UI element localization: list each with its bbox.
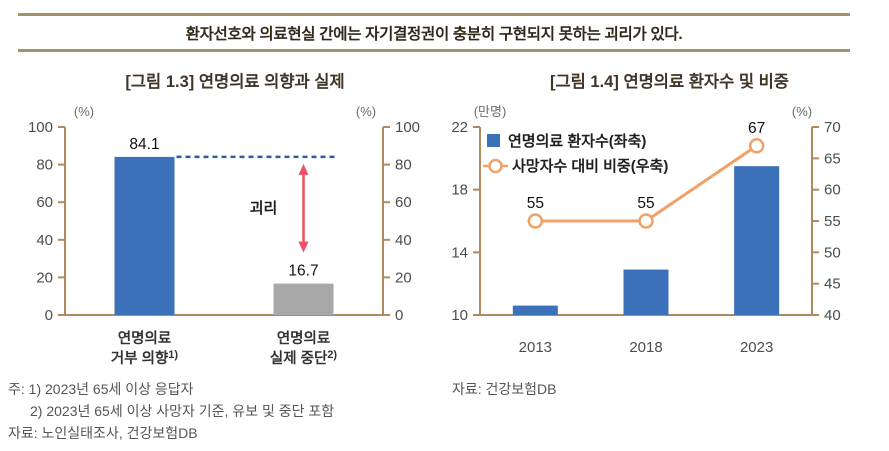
figure-1-4-title: [그림 1.4] 연명의료 환자수 및 비중 — [549, 73, 789, 91]
line-marker — [527, 213, 544, 229]
y-axis-tick-label: 0 — [45, 307, 53, 324]
y-axis-tick-label: 80 — [36, 157, 53, 174]
gap-arrow-head-up — [298, 163, 309, 175]
patients-and-share-chart-canvas: 10 14 18 22 40 45 50 55 60 65 70 (만명) (%) 55 55 67 2013 2… — [451, 104, 841, 356]
source-note-left: 자료: 노인실태조사, 건강보험DB — [8, 425, 198, 441]
axis-unit-left: (만명) — [474, 104, 507, 119]
y-axis-tick-label: 65 — [824, 150, 841, 167]
x-category-label: 연명의료 — [118, 329, 171, 347]
y-axis-tick-label: 70 — [824, 119, 841, 136]
source-note-right: 자료: 건강보험DB — [452, 381, 557, 397]
gap-label: 괴리 — [250, 200, 278, 217]
x-category-label: 2023 — [740, 339, 773, 356]
bar — [114, 156, 175, 315]
y-axis-tick-label: 22 — [451, 119, 468, 136]
y-axis-tick-label: 10 — [451, 307, 468, 324]
y-axis-tick-label: 55 — [824, 213, 841, 230]
legend-bar-label: 연명의료 환자수(좌축) — [508, 132, 646, 150]
y-axis-tick-label: 80 — [395, 157, 412, 174]
bar-value-label: 16.7 — [288, 263, 318, 280]
right-chart-source: 자료: 건강보험DB — [452, 378, 557, 400]
bar — [512, 305, 558, 315]
legend-line-label: 사망자수 대비 비중(우축) — [512, 157, 668, 175]
y-axis-tick-label: 40 — [395, 232, 412, 249]
line-value-label: 55 — [527, 195, 544, 212]
y-axis-tick-label: 100 — [28, 119, 53, 136]
gap-arrow-head-down — [298, 241, 309, 253]
y-axis-tick-label: 40 — [36, 232, 53, 249]
y-axis-tick-label: 100 — [395, 119, 420, 136]
header-band: 환자선호와 의료현실 간에는 자기결정권이 충분히 구현되지 못하는 괴리가 있… — [18, 13, 850, 52]
left-chart-notes: 주: 1) 2023년 65세 이상 응답자 2) 2023년 65세 이상 사… — [8, 378, 334, 444]
line-value-label: 55 — [637, 195, 654, 212]
legend-marker-swatch — [488, 158, 503, 174]
x-category-label: 거부 의향1) — [111, 349, 179, 367]
y-axis-tick-label: 60 — [824, 182, 841, 199]
axis-unit-right: (%) — [356, 104, 376, 119]
bar — [734, 166, 780, 315]
line-value-label: 67 — [748, 120, 765, 137]
axis-unit-right: (%) — [792, 104, 812, 119]
x-category-label: 2018 — [629, 339, 662, 356]
page-title: 환자선호와 의료현실 간에는 자기결정권이 충분히 구현되지 못하는 괴리가 있… — [185, 25, 683, 43]
y-axis-tick-label: 20 — [36, 269, 53, 286]
legend-bar-swatch — [487, 134, 500, 147]
axis-unit-left: (%) — [74, 104, 94, 119]
y-axis-tick-label: 60 — [36, 194, 53, 211]
y-axis-tick-label: 20 — [395, 269, 412, 286]
note-line-2: 2) 2023년 65세 이상 사망자 기준, 유보 및 중단 포함 — [30, 403, 335, 419]
note-line-1: 주: 1) 2023년 65세 이상 응답자 — [8, 381, 194, 397]
y-axis-tick-label: 45 — [824, 276, 841, 293]
y-axis-tick-label: 50 — [824, 244, 841, 261]
x-category-label: 2013 — [519, 339, 552, 356]
y-axis-tick-label: 60 — [395, 194, 412, 211]
y-axis-tick-label: 18 — [451, 182, 468, 199]
intention-vs-actual-chart-canvas: 0 20 40 60 80 100 0 20 40 60 80 100 (%) (%) 84.1 16.7 괴리… — [28, 104, 420, 367]
line-marker — [748, 138, 765, 154]
bar — [623, 269, 669, 315]
x-category-label: 연명의료 — [277, 329, 330, 347]
line-marker — [638, 213, 654, 229]
figure-1-3-title: [그림 1.3] 연명의료 의향과 실제 — [125, 73, 345, 91]
bar — [273, 283, 334, 315]
bar-value-label: 84.1 — [129, 136, 159, 153]
y-axis-tick-label: 40 — [824, 307, 841, 324]
y-axis-tick-label: 0 — [395, 307, 403, 324]
x-category-label: 실제 중단2) — [270, 349, 338, 367]
y-axis-tick-label: 14 — [451, 244, 468, 261]
